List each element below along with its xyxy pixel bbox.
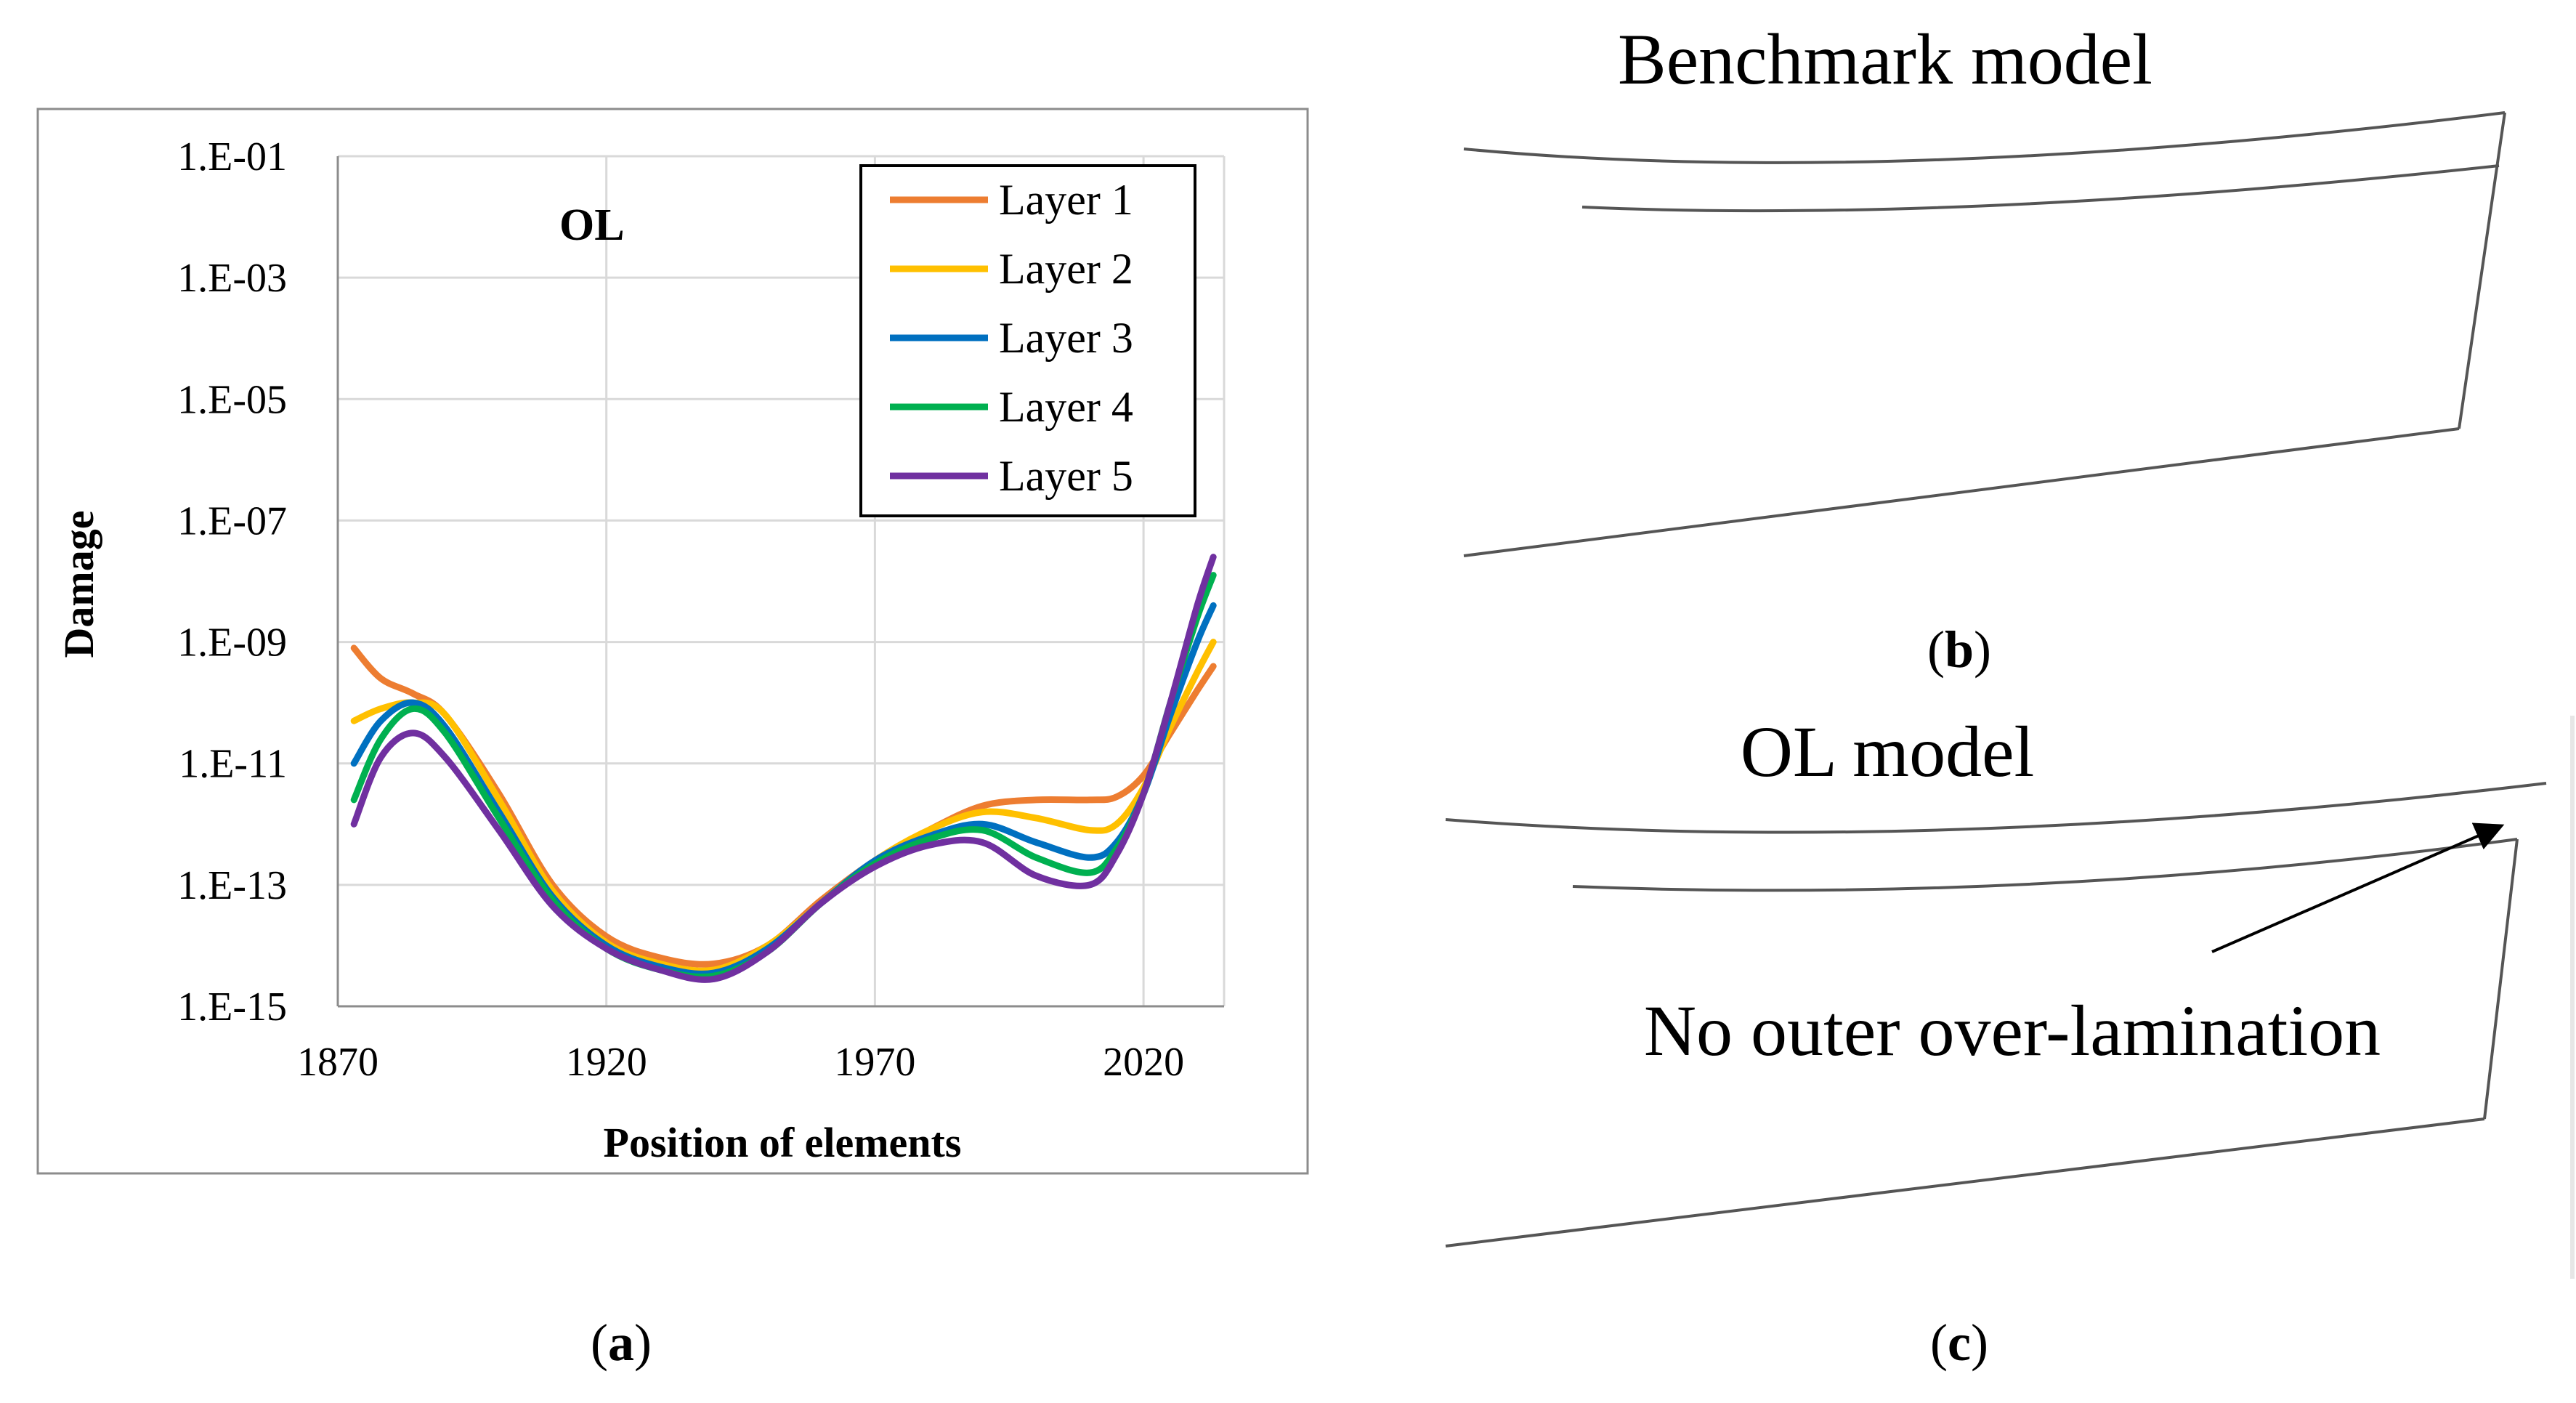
- inner-laminate-line: [1581, 164, 2500, 213]
- y-tick-label: 1.E-15: [177, 984, 287, 1030]
- x-tick-label: 1920: [566, 1040, 647, 1085]
- y-tick-labels: 1.E-01 1.E-03 1.E-05 1.E-07 1.E-09 1.E-11 1.E-…: [177, 134, 287, 1030]
- benchmark-title: Benchmark model: [1618, 19, 2152, 100]
- outer-laminate-line: [1463, 111, 2506, 164]
- bottom-edge-line: [1445, 1117, 2485, 1248]
- inner-laminate-line: [1572, 838, 2518, 892]
- x-axis-label: Position of elements: [604, 1119, 962, 1166]
- caption-a: (a): [591, 1314, 652, 1372]
- y-tick-label: 1.E-11: [179, 742, 287, 787]
- legend-label-layer-3: Layer 3: [999, 314, 1133, 362]
- legend-label-layer-1: Layer 1: [999, 176, 1133, 224]
- panel-b-benchmark: Benchmark model (b): [1463, 19, 2506, 679]
- trailing-edge-line: [2483, 838, 2519, 1120]
- callout-arrow: [2211, 822, 2505, 953]
- x-tick-label: 1970: [834, 1040, 915, 1085]
- outer-laminate-line: [1445, 782, 2547, 834]
- caption-c: (c): [1930, 1314, 1988, 1372]
- legend-label-layer-5: Layer 5: [999, 452, 1133, 500]
- y-tick-label: 1.E-09: [177, 620, 287, 666]
- y-tick-label: 1.E-01: [177, 134, 287, 179]
- y-tick-label: 1.E-05: [177, 377, 287, 422]
- trailing-edge-line: [2458, 112, 2506, 429]
- chart-annotation: OL: [559, 201, 625, 250]
- x-tick-labels: 1870 1920 1970 2020: [297, 1040, 1184, 1085]
- y-tick-label: 1.E-13: [177, 863, 287, 908]
- series-lines: [350, 554, 1217, 983]
- callout-text: No outer over-lamination: [1644, 990, 2381, 1071]
- series-line-layer-5: [350, 554, 1217, 983]
- ol-model-title: OL model: [1741, 711, 2035, 792]
- x-tick-label: 2020: [1103, 1040, 1184, 1085]
- y-tick-label: 1.E-07: [177, 498, 287, 543]
- bottom-edge-line: [1463, 427, 2460, 557]
- y-tick-label: 1.E-03: [177, 256, 287, 301]
- y-axis-label: Damage: [55, 511, 102, 658]
- caption-b: (b): [1927, 620, 1991, 679]
- panel-a-chart: 1.E-01 1.E-03 1.E-05 1.E-07 1.E-09 1.E-11 1.E-…: [36, 108, 1309, 1175]
- legend-label-layer-2: Layer 2: [999, 245, 1133, 293]
- panel-c-ol-model: OL model No outer over-lamination (c): [1445, 711, 2575, 1372]
- x-tick-label: 1870: [297, 1040, 378, 1085]
- legend-label-layer-4: Layer 4: [999, 383, 1133, 431]
- legend: Layer 1 Layer 2 Layer 3 Layer 4 Layer 5: [859, 164, 1196, 517]
